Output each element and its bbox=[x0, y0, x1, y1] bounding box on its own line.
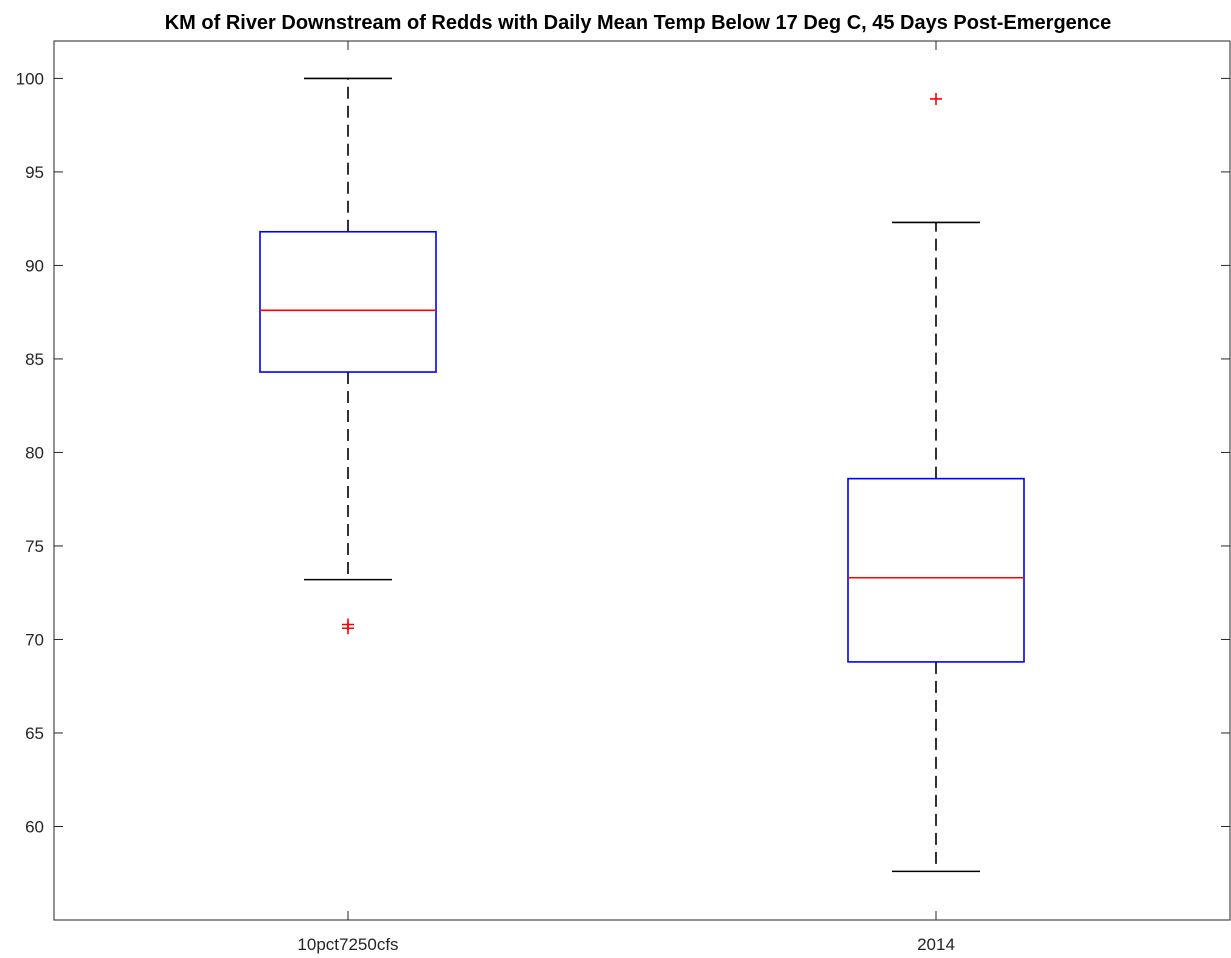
y-tick-label: 65 bbox=[25, 724, 44, 743]
y-tick-label: 70 bbox=[25, 630, 44, 649]
y-tick-label: 85 bbox=[25, 350, 44, 369]
plot-area: 60 65 70 75 80 85 90 95 100 10pct7250cfs 2014 bbox=[16, 40, 1231, 954]
axes-frame bbox=[53, 40, 1231, 921]
x-tick-label: 10pct7250cfs bbox=[297, 935, 398, 954]
y-tick-label: 95 bbox=[25, 163, 44, 182]
y-tick-label: 60 bbox=[25, 817, 44, 836]
y-tick-label: 75 bbox=[25, 537, 44, 556]
iqr-box bbox=[259, 230, 437, 373]
y-tick-label: 90 bbox=[25, 256, 44, 275]
outlier-marker bbox=[342, 618, 354, 631]
y-tick-label: 80 bbox=[25, 443, 44, 462]
x-tick-label: 2014 bbox=[917, 935, 955, 954]
iqr-box bbox=[847, 477, 1025, 663]
chart-title: KM of River Downstream of Redds with Dai… bbox=[165, 12, 1112, 34]
y-tick-label: 100 bbox=[16, 69, 44, 88]
outlier-marker bbox=[930, 92, 942, 105]
